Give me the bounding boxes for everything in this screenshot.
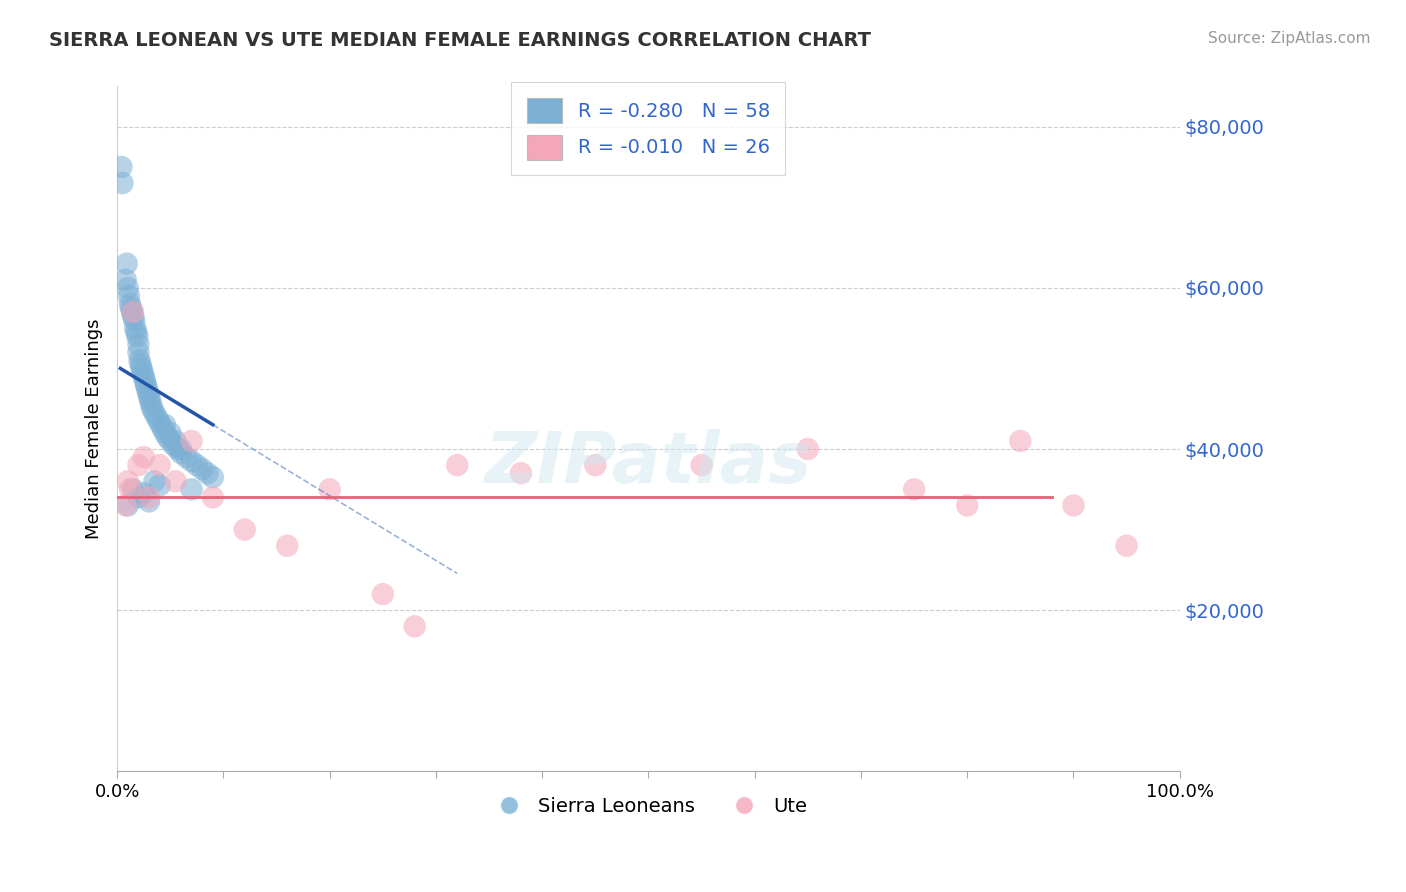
- Point: [180, 483, 202, 497]
- Point: [149, 417, 172, 432]
- Point: [180, 434, 202, 448]
- Point: [120, 301, 142, 315]
- Point: [132, 369, 155, 384]
- Point: [148, 414, 170, 428]
- Point: [162, 438, 184, 452]
- Point: [132, 486, 155, 500]
- Point: [170, 446, 193, 460]
- Point: [180, 454, 202, 468]
- Point: [118, 483, 141, 497]
- Point: [152, 422, 174, 436]
- Point: [141, 398, 163, 412]
- Point: [797, 442, 820, 456]
- Point: [127, 458, 149, 472]
- Point: [131, 361, 153, 376]
- Point: [138, 491, 160, 505]
- Point: [138, 494, 160, 508]
- Point: [134, 374, 156, 388]
- Point: [956, 499, 979, 513]
- Point: [446, 458, 468, 472]
- Point: [371, 587, 394, 601]
- Point: [197, 466, 219, 480]
- Point: [127, 345, 149, 359]
- Point: [318, 483, 340, 497]
- Point: [124, 321, 146, 335]
- Point: [1062, 499, 1084, 513]
- Point: [117, 475, 139, 489]
- Point: [122, 483, 145, 497]
- Point: [114, 273, 136, 287]
- Point: [131, 366, 153, 380]
- Point: [121, 305, 143, 319]
- Point: [143, 406, 166, 420]
- Point: [159, 425, 181, 440]
- Point: [115, 257, 138, 271]
- Point: [143, 475, 166, 489]
- Point: [122, 313, 145, 327]
- Point: [136, 385, 159, 400]
- Point: [174, 450, 197, 464]
- Point: [165, 434, 187, 448]
- Text: ZIPatlas: ZIPatlas: [485, 429, 813, 498]
- Point: [114, 499, 136, 513]
- Point: [186, 458, 208, 472]
- Point: [191, 462, 214, 476]
- Point: [510, 466, 533, 480]
- Point: [141, 401, 163, 416]
- Point: [690, 458, 713, 472]
- Point: [149, 478, 172, 492]
- Point: [128, 353, 150, 368]
- Y-axis label: Median Female Earnings: Median Female Earnings: [86, 318, 103, 539]
- Point: [170, 442, 193, 456]
- Point: [583, 458, 606, 472]
- Point: [122, 305, 145, 319]
- Point: [404, 619, 426, 633]
- Point: [903, 483, 925, 497]
- Point: [132, 450, 155, 464]
- Point: [159, 434, 181, 448]
- Point: [139, 393, 162, 408]
- Point: [129, 358, 152, 372]
- Legend: Sierra Leoneans, Ute: Sierra Leoneans, Ute: [482, 789, 815, 823]
- Point: [125, 325, 148, 339]
- Point: [153, 425, 176, 440]
- Point: [276, 539, 298, 553]
- Point: [135, 377, 157, 392]
- Point: [111, 176, 134, 190]
- Point: [117, 499, 139, 513]
- Point: [117, 281, 139, 295]
- Point: [1115, 539, 1137, 553]
- Point: [136, 382, 159, 396]
- Point: [201, 491, 224, 505]
- Point: [1010, 434, 1032, 448]
- Point: [156, 430, 179, 444]
- Point: [201, 470, 224, 484]
- Point: [166, 442, 188, 456]
- Point: [233, 523, 256, 537]
- Point: [127, 491, 149, 505]
- Point: [149, 458, 172, 472]
- Point: [118, 297, 141, 311]
- Point: [127, 337, 149, 351]
- Point: [127, 329, 149, 343]
- Point: [110, 160, 132, 174]
- Point: [138, 390, 160, 404]
- Point: [165, 475, 187, 489]
- Text: SIERRA LEONEAN VS UTE MEDIAN FEMALE EARNINGS CORRELATION CHART: SIERRA LEONEAN VS UTE MEDIAN FEMALE EARN…: [49, 31, 872, 50]
- Point: [153, 417, 176, 432]
- Point: [145, 409, 167, 424]
- Point: [122, 309, 145, 323]
- Point: [118, 289, 141, 303]
- Text: Source: ZipAtlas.com: Source: ZipAtlas.com: [1208, 31, 1371, 46]
